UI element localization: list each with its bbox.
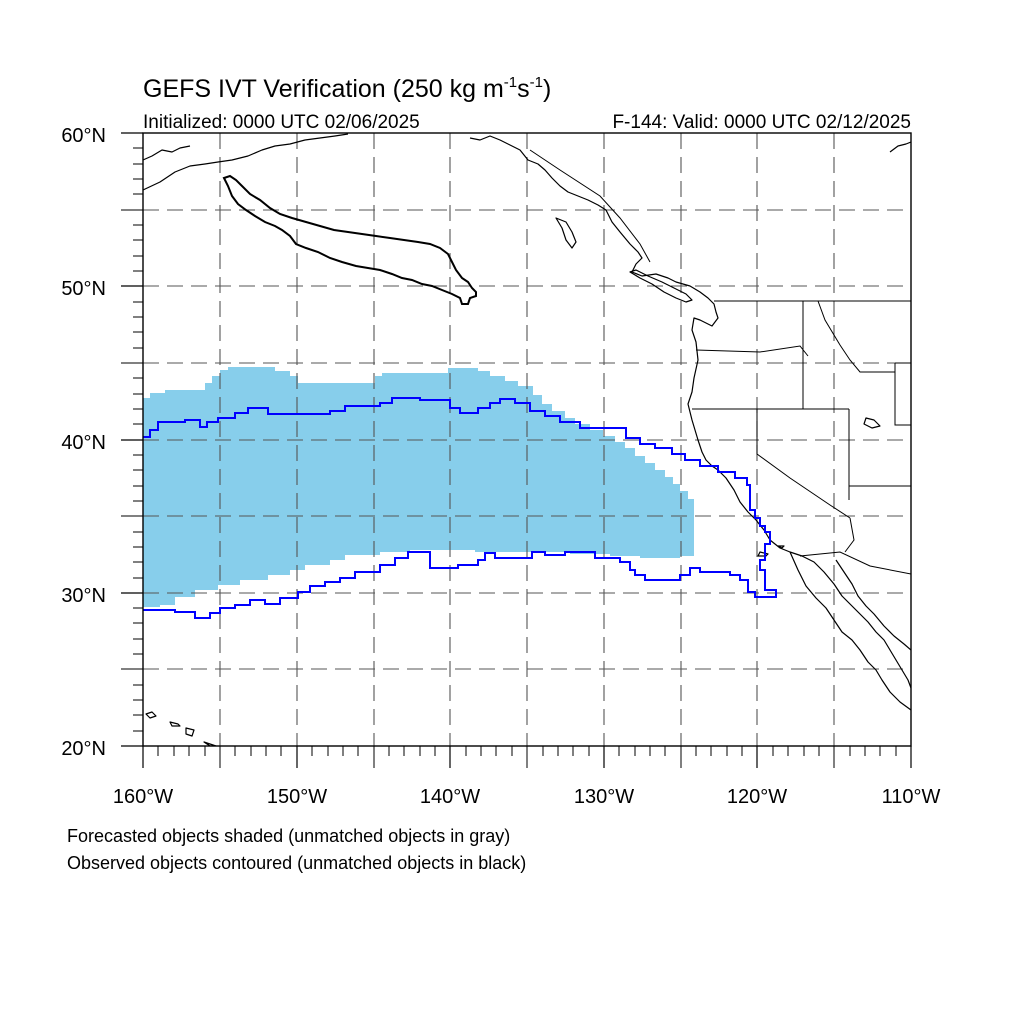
border-alaska-canada	[529, 149, 651, 263]
coastline-hudson-bay-edge	[889, 141, 911, 153]
title-mid: s	[517, 75, 530, 103]
political-borders	[529, 149, 911, 575]
lat-tick-labels: 20°N 30°N 40°N 50°N 60°N	[61, 125, 106, 760]
island-vancouver	[629, 269, 693, 303]
lat-label-20: 20°N	[61, 738, 106, 760]
lon-label-140w: 140°W	[420, 786, 480, 808]
lake-salton	[863, 417, 881, 429]
island-hawaii-big	[203, 741, 217, 746]
lon-tick-labels: 160°W 150°W 140°W 130°W 120°W 110°W	[113, 786, 941, 808]
lon-label-130w: 130°W	[574, 786, 634, 808]
border-wyoming	[894, 362, 911, 426]
coastline-baja-california	[789, 551, 911, 711]
forecast-legend-note: Forecasted objects shaded (unmatched obj…	[67, 826, 510, 846]
coastline-north-america	[469, 135, 911, 689]
island-oahu	[145, 711, 157, 719]
observed-object-unmatched	[222, 174, 477, 305]
lon-label-160w: 160°W	[113, 786, 173, 808]
border-idaho-montana	[817, 300, 895, 373]
figure-title: GEFS IVT Verification (250 kg m-1s-1)	[143, 74, 551, 103]
island-molokai	[169, 721, 181, 727]
lon-axis-ticks	[142, 746, 912, 768]
valid-label: F-144: Valid: 0000 UTC 02/12/2025	[612, 112, 911, 133]
title-sup-1: -1	[504, 74, 517, 91]
island-maui	[185, 727, 195, 737]
lat-label-60: 60°N	[61, 125, 106, 147]
initialized-label: Initialized: 0000 UTC 02/06/2025	[143, 112, 420, 133]
island-haida-gwaii	[555, 217, 577, 249]
lon-label-120w: 120°W	[727, 786, 787, 808]
border-us-mexico	[799, 551, 911, 575]
observed-legend-note: Observed objects contoured (unmatched ob…	[67, 853, 526, 873]
lat-label-40: 40°N	[61, 432, 106, 454]
border-california-arizona	[844, 517, 855, 553]
map-plot-area	[143, 133, 911, 746]
border-nevada-west	[756, 409, 851, 519]
title-end: )	[543, 75, 551, 103]
lon-label-110w: 110°W	[882, 786, 941, 808]
coastline-gulf-of-alaska	[143, 133, 349, 191]
coastline-alaska-peninsula	[143, 145, 191, 161]
lat-axis-ticks	[121, 132, 143, 747]
lat-label-50: 50°N	[61, 278, 106, 300]
forecast-object-matched	[143, 367, 694, 607]
observed-object-matched	[143, 397, 777, 619]
lat-label-30: 30°N	[61, 585, 106, 607]
coastlines	[143, 133, 911, 746]
border-washington-oregon	[695, 345, 809, 357]
coastline-gulf-of-california	[835, 559, 911, 651]
map-gridlines	[143, 133, 911, 746]
lon-label-150w: 150°W	[267, 786, 327, 808]
island-channel-islands	[757, 545, 785, 557]
title-sup-2: -1	[530, 74, 543, 91]
title-main: GEFS IVT Verification (250 kg m	[143, 75, 504, 103]
